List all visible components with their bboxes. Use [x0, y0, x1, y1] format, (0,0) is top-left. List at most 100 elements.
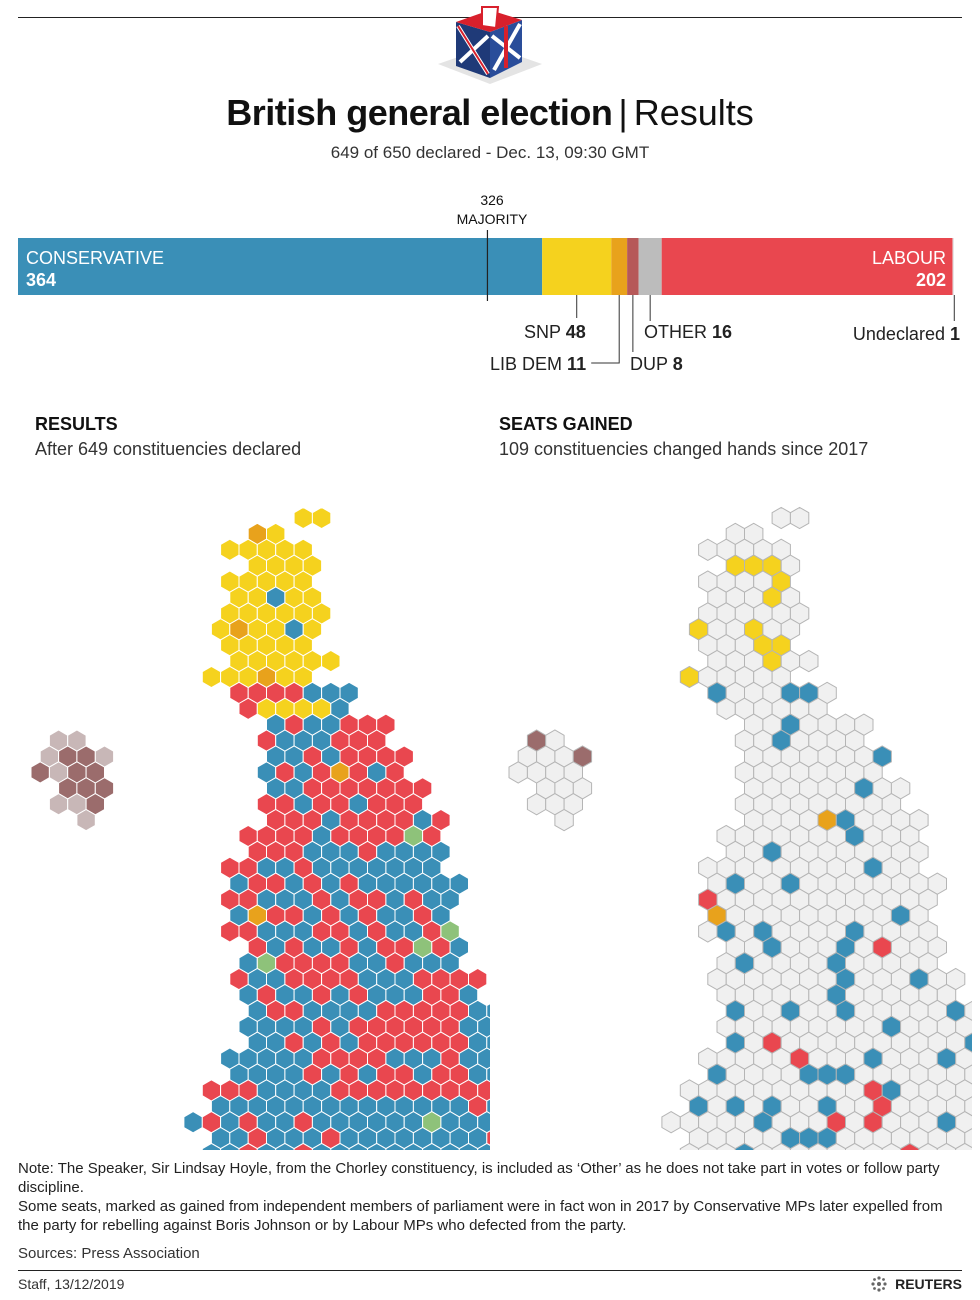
gains-hex — [698, 1142, 718, 1150]
results-ni-hex — [30, 761, 50, 784]
conservative-seats: 364 — [26, 270, 57, 290]
bar-label-conservative: CONSERVATIVE 364 — [26, 247, 164, 291]
results-hex — [458, 1142, 479, 1150]
bar-segment-conservative — [18, 238, 543, 295]
gains-hex — [845, 1142, 865, 1150]
results-hex — [330, 1142, 350, 1150]
gains-hex — [679, 665, 700, 689]
results-hex — [367, 1142, 387, 1150]
bar-segment-undeclared — [952, 238, 954, 295]
gains-hex — [734, 1142, 755, 1150]
gains-subtitle: 109 constituencies changed hands since 2… — [499, 439, 869, 459]
results-hex — [275, 1142, 295, 1150]
sources: Sources: Press Association — [18, 1245, 200, 1262]
notes: Note: The Speaker, Sir Lindsay Hoyle, fr… — [18, 1159, 962, 1235]
reuters-logo: REUTERS — [869, 1274, 962, 1294]
results-hex — [201, 1142, 222, 1150]
majority-text: MAJORITY — [456, 211, 528, 227]
results-hex — [238, 697, 258, 720]
gains-hex — [881, 1142, 902, 1150]
title-main: British general election — [226, 92, 613, 133]
majority-value: 326 — [480, 192, 504, 208]
gains-hex — [799, 649, 819, 673]
labour-seats: 202 — [915, 270, 946, 290]
results-hex — [220, 920, 240, 943]
results-hex — [477, 1142, 490, 1150]
conservative-name: CONSERVATIVE — [26, 248, 165, 268]
labour-name: LABOUR — [871, 248, 946, 268]
gains-hex — [789, 1142, 810, 1150]
bar-segment-other — [638, 238, 662, 295]
results-hex — [220, 538, 240, 561]
undeclared-name: Undeclared — [852, 324, 945, 344]
results-hex — [293, 506, 313, 530]
gains-hex — [716, 697, 736, 720]
gains-hex-map — [508, 506, 972, 1150]
gains-hex — [753, 1142, 773, 1150]
gains-title: SEATS GAINED — [499, 414, 633, 434]
results-hex — [348, 1142, 368, 1150]
majority-label: 326 MAJORITY — [440, 191, 544, 229]
gains-hex — [955, 1142, 972, 1150]
page-title: British general election | Results — [0, 92, 980, 134]
bar-segment-labour — [661, 238, 953, 295]
subtitle: 649 of 650 declared - Dec. 13, 09:30 GMT — [330, 143, 650, 162]
gains-hex — [808, 1142, 828, 1150]
callout-lib-dem: LIB DEM 11 — [490, 354, 586, 375]
ballot-box-icon — [438, 6, 542, 84]
reuters-dots-icon — [871, 1276, 887, 1292]
gains-hex — [716, 1142, 736, 1150]
gains-hex — [661, 1111, 681, 1134]
bottom-rule — [18, 1270, 962, 1271]
gains-ni-hex — [508, 761, 528, 784]
results-ni-hex — [48, 793, 69, 816]
bar-segment-lib-dem — [611, 238, 628, 295]
dup-seats: 8 — [672, 354, 683, 374]
results-hex — [238, 1142, 258, 1150]
snp-seats: 48 — [565, 322, 586, 342]
gains-hex — [679, 1142, 700, 1150]
bar-segment-dup — [627, 238, 639, 295]
results-hex-map — [30, 506, 490, 1150]
results-hex — [311, 506, 332, 530]
gains-hex — [771, 506, 791, 530]
callout-snp: SNP 48 — [524, 322, 586, 343]
gains-ni-hex — [526, 793, 547, 816]
lib-dem-name: LIB DEM — [490, 354, 563, 374]
results-hex — [422, 1142, 442, 1150]
undeclared-seats: 1 — [949, 324, 960, 344]
title-sub: Results — [633, 92, 754, 133]
callout-dup: DUP 8 — [630, 354, 683, 375]
results-hex — [403, 1142, 424, 1150]
dup-name: DUP — [630, 354, 668, 374]
seat-bar-chart — [18, 230, 955, 364]
results-hex — [183, 1111, 203, 1134]
gains-hex — [863, 1142, 883, 1150]
gains-hex — [918, 1142, 938, 1150]
gains-ni-hex — [554, 808, 574, 832]
bar-segment-snp — [542, 238, 612, 295]
gains-hex — [698, 920, 718, 943]
results-hex — [321, 649, 341, 673]
note-line-1: Note: The Speaker, Sir Lindsay Hoyle, fr… — [18, 1160, 940, 1196]
lib-dem-seats: 11 — [567, 354, 587, 374]
other-seats: 16 — [712, 322, 733, 342]
results-hex — [440, 1142, 460, 1150]
results-title: RESULTS — [35, 414, 118, 434]
results-subtitle: After 649 constituencies declared — [35, 439, 302, 459]
gains-hex — [900, 1142, 920, 1150]
gains-hex — [789, 506, 810, 530]
reuters-wordmark: REUTERS — [895, 1276, 962, 1292]
results-hex — [311, 1142, 332, 1150]
other-name: OTHER — [644, 322, 707, 342]
results-hex — [293, 1142, 313, 1150]
results-ni-hex — [76, 808, 96, 832]
snp-name: SNP — [524, 322, 561, 342]
callout-other: OTHER 16 — [644, 322, 732, 343]
gains-hex — [826, 1142, 846, 1150]
note-line-2: Some seats, marked as gained from indepe… — [18, 1198, 943, 1234]
bar-label-labour: LABOUR 202 — [872, 247, 946, 291]
gains-hex — [936, 1142, 957, 1150]
results-hex — [256, 1142, 277, 1150]
gains-hex — [698, 538, 718, 561]
